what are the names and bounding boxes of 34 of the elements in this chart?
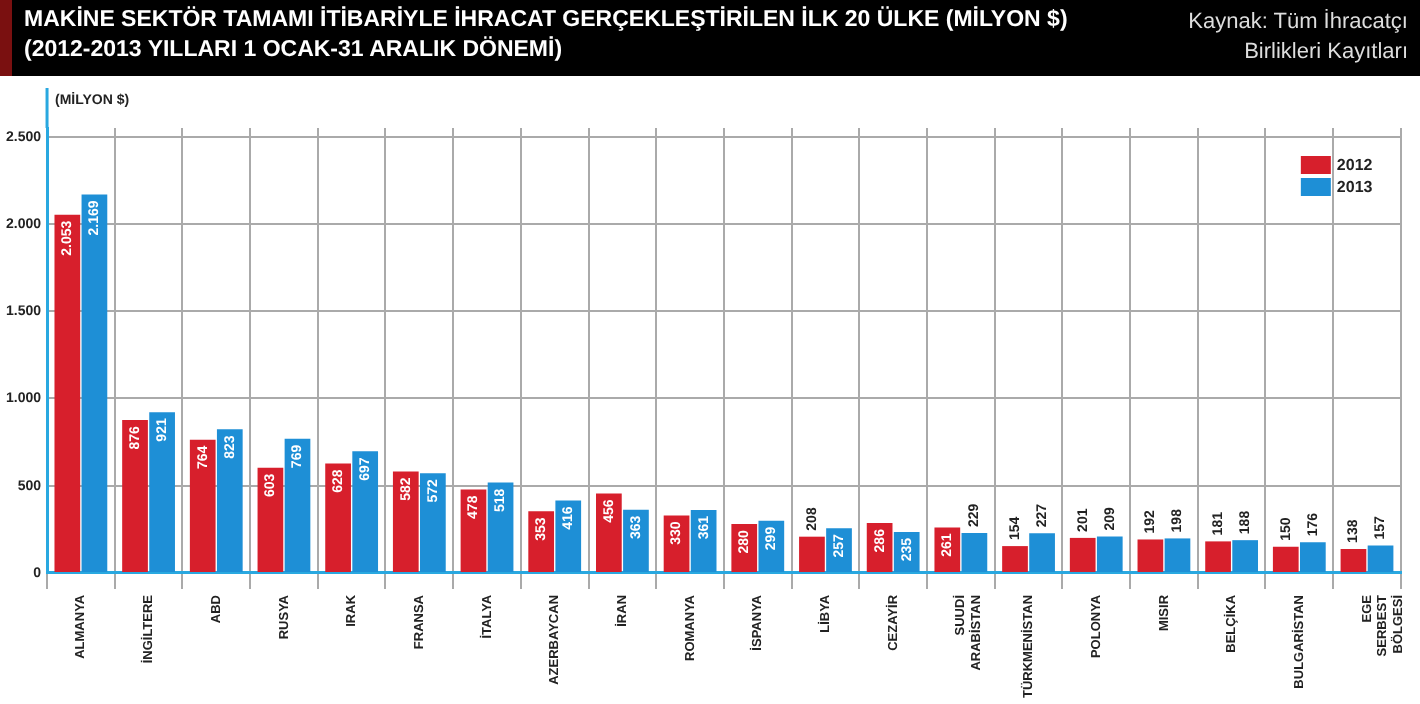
bar [1029, 533, 1055, 572]
bar [1272, 546, 1299, 572]
chart-title: MAKİNE SEKTÖR TAMAMI İTİBARİYLE İHRACAT GERÇEKLEŞTİRİLEN İLK 20 ÜLKE (MİLYON $) [24, 8, 1068, 32]
bar [189, 439, 216, 572]
bar [325, 463, 351, 572]
bar [555, 500, 582, 572]
chart-subtitle: (2012-2013 YILLARI 1 OCAK-31 ARALIK DÖNEMİ) [24, 38, 563, 62]
bar [1069, 537, 1096, 572]
bar [149, 412, 175, 572]
bar [961, 533, 988, 572]
bar [420, 473, 446, 572]
text: Kaynak: Tüm İhracatçı Birlikleri Kayıtları [1188, 8, 1408, 68]
bar [122, 420, 148, 572]
bar [257, 467, 284, 572]
bar [352, 451, 379, 572]
bar [1205, 541, 1231, 572]
bar [596, 493, 622, 572]
bar [1002, 546, 1028, 572]
bar [81, 194, 108, 572]
bar [1299, 542, 1326, 572]
bar [392, 471, 419, 572]
bar [54, 214, 81, 572]
bar [284, 438, 311, 572]
bar [1367, 545, 1394, 572]
bar [216, 429, 243, 572]
bar [1137, 539, 1164, 572]
legend-label: 2012 [1336, 156, 1374, 175]
bar [1340, 548, 1367, 572]
bar [528, 511, 555, 572]
bar [1164, 538, 1191, 572]
bar [799, 536, 825, 572]
legend-label: 2013 [1336, 178, 1374, 197]
bar [1232, 540, 1259, 572]
bar [1096, 536, 1123, 572]
